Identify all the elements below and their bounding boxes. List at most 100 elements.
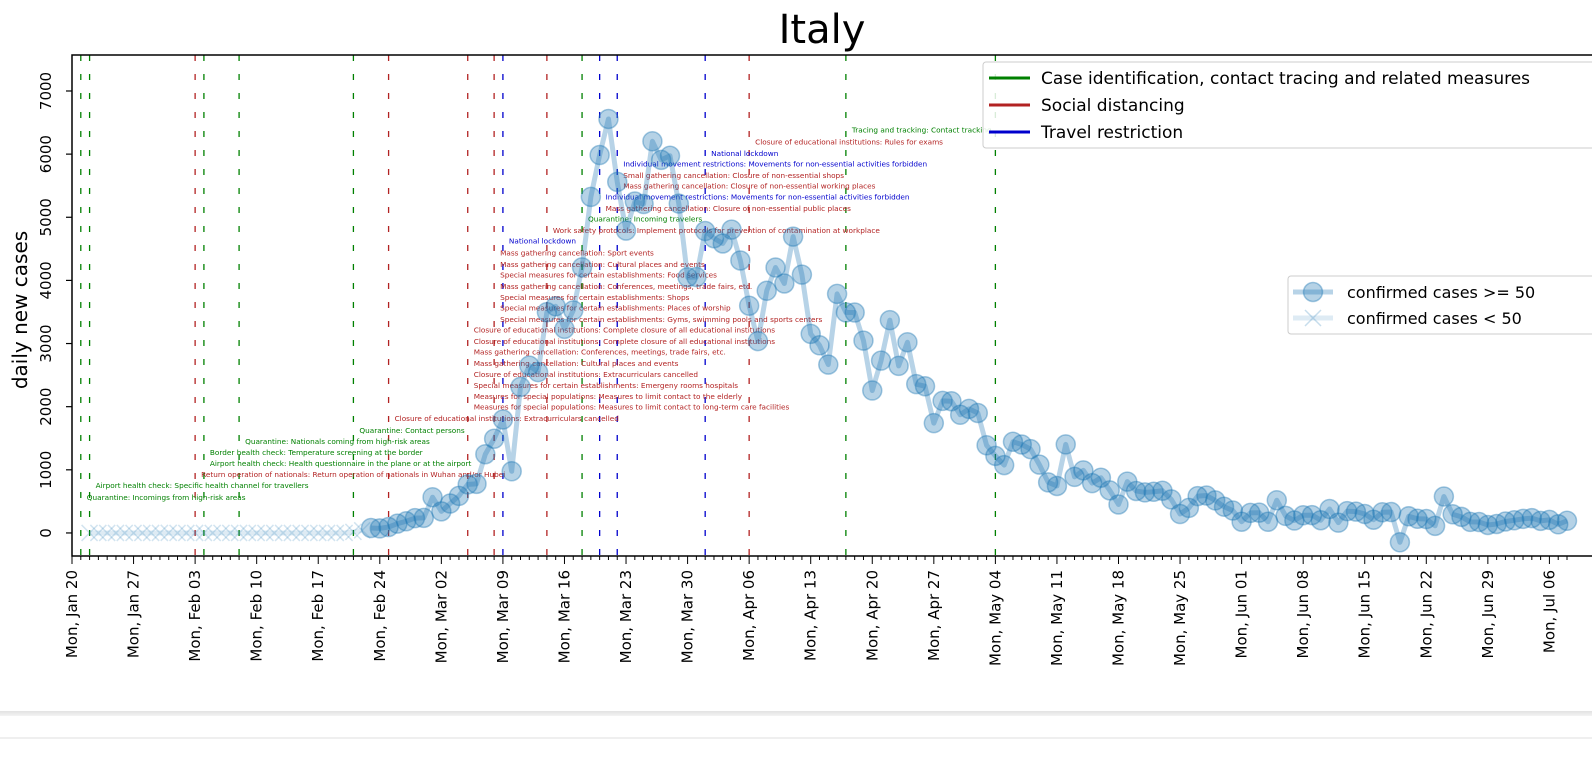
data-point-under-50 bbox=[274, 524, 292, 542]
data-point bbox=[1002, 431, 1024, 453]
data-point bbox=[1090, 467, 1112, 488]
annotation-social: Mass gathering cancellation: Cultural pl… bbox=[500, 260, 705, 269]
annotation-social: Special measures for certain establishme… bbox=[500, 304, 731, 313]
data-point bbox=[395, 511, 417, 532]
chart-title: Italy bbox=[779, 7, 866, 53]
data-point bbox=[378, 516, 399, 538]
annotation-social: Small gathering cancellation: Closure of… bbox=[623, 171, 844, 180]
data-point bbox=[1231, 511, 1252, 532]
x-tick-label: Mon, Jun 29 bbox=[1479, 570, 1497, 658]
data-point bbox=[1284, 510, 1305, 531]
annotation-case: Tracing and tracking: Contact tracking bbox=[851, 126, 992, 135]
data-point bbox=[1169, 503, 1191, 525]
data-point bbox=[738, 295, 760, 316]
data-point-under-50 bbox=[142, 524, 160, 542]
data-point bbox=[650, 149, 672, 171]
annotation-social: Closure of educational institutions: Com… bbox=[474, 326, 776, 335]
data-point bbox=[589, 144, 610, 166]
x-tick-label: Mon, Jul 06 bbox=[1540, 570, 1558, 653]
policy-vlines bbox=[80, 55, 997, 556]
data-point bbox=[510, 376, 531, 398]
data-point bbox=[404, 507, 426, 529]
data-point bbox=[448, 485, 470, 507]
x-tick-label: Mon, Feb 10 bbox=[248, 570, 266, 662]
annotation-social: Closure of educational institutions: Com… bbox=[474, 337, 776, 346]
data-point bbox=[606, 171, 628, 193]
data-point bbox=[1477, 514, 1499, 536]
annotation-case: Quarantine: Contact persons bbox=[359, 426, 464, 435]
x-tick-label: Mon, May 18 bbox=[1110, 570, 1128, 666]
x-tick-label: Mon, Jun 08 bbox=[1294, 570, 1312, 658]
data-point bbox=[519, 355, 540, 376]
x-tick-label: Mon, Feb 24 bbox=[371, 570, 389, 662]
data-point bbox=[492, 409, 514, 430]
data-point bbox=[1125, 480, 1147, 502]
data-point bbox=[1345, 501, 1367, 522]
data-point bbox=[1143, 481, 1164, 503]
annotation-social: Special measures for certain establishme… bbox=[500, 315, 822, 324]
data-point-under-50 bbox=[89, 524, 107, 542]
data-point bbox=[1319, 498, 1340, 520]
legend-label: confirmed cases < 50 bbox=[1347, 309, 1522, 328]
data-point bbox=[633, 193, 654, 215]
data-point bbox=[993, 454, 1015, 476]
data-point-under-50 bbox=[125, 524, 143, 542]
data-point bbox=[1108, 494, 1129, 515]
x-tick-label: Mon, Jun 22 bbox=[1417, 570, 1435, 658]
data-point bbox=[369, 518, 391, 539]
y-tick-label: 1000 bbox=[37, 451, 55, 489]
annotation-social: Measures for special populations: Measur… bbox=[474, 392, 743, 401]
data-point bbox=[967, 402, 989, 424]
series-line-over-50 bbox=[370, 116, 1568, 545]
data-point bbox=[1213, 496, 1235, 517]
legend-label: Travel restriction bbox=[1040, 123, 1183, 143]
data-point bbox=[721, 219, 742, 240]
data-point-under-50 bbox=[300, 524, 318, 542]
data-point bbox=[756, 280, 777, 302]
data-point bbox=[923, 412, 945, 434]
data-point-under-50 bbox=[230, 524, 248, 542]
annotation-social: Closure of educational institutions: Ext… bbox=[395, 414, 619, 423]
data-point bbox=[1196, 485, 1217, 506]
data-point bbox=[1152, 480, 1173, 501]
data-point bbox=[1187, 485, 1208, 507]
data-point bbox=[826, 283, 848, 305]
data-point bbox=[862, 380, 883, 401]
x-tick-label: Mon, Jan 20 bbox=[63, 570, 81, 658]
legend-label: Social distancing bbox=[1041, 96, 1185, 116]
y-tick-label: 5000 bbox=[37, 198, 55, 236]
data-point bbox=[466, 473, 487, 495]
y-tick-label: 0 bbox=[37, 528, 55, 538]
data-point bbox=[475, 443, 496, 465]
data-point bbox=[1503, 510, 1525, 531]
y-tick-label: 7000 bbox=[37, 72, 55, 110]
data-point bbox=[677, 266, 698, 288]
data-point bbox=[1389, 532, 1411, 553]
data-point bbox=[554, 318, 575, 340]
legend-label: confirmed cases >= 50 bbox=[1347, 283, 1535, 302]
series-layer bbox=[81, 108, 1578, 553]
y-tick-label: 4000 bbox=[37, 261, 55, 299]
data-point bbox=[765, 257, 786, 278]
data-point bbox=[1064, 466, 1085, 488]
data-point bbox=[422, 486, 443, 508]
data-point bbox=[527, 361, 549, 383]
data-point-under-50 bbox=[336, 524, 354, 542]
data-point bbox=[791, 264, 813, 285]
data-point-under-50 bbox=[204, 524, 222, 542]
data-point bbox=[457, 474, 478, 495]
data-point bbox=[1363, 509, 1384, 530]
data-point bbox=[1266, 489, 1288, 511]
data-point bbox=[1398, 506, 1419, 527]
annotation-social: Mass gathering cancellation: Conferences… bbox=[474, 348, 726, 357]
annotation-social: Closure of educational institutions: Ext… bbox=[474, 370, 698, 379]
legend-box bbox=[1287, 275, 1592, 335]
data-point bbox=[642, 131, 663, 152]
data-point bbox=[1310, 509, 1332, 531]
legend-x-marker bbox=[1304, 309, 1322, 327]
data-point bbox=[545, 296, 566, 317]
annotation-travel: National lockdown bbox=[711, 149, 778, 158]
legend-box bbox=[982, 61, 1592, 149]
data-point bbox=[976, 435, 997, 456]
